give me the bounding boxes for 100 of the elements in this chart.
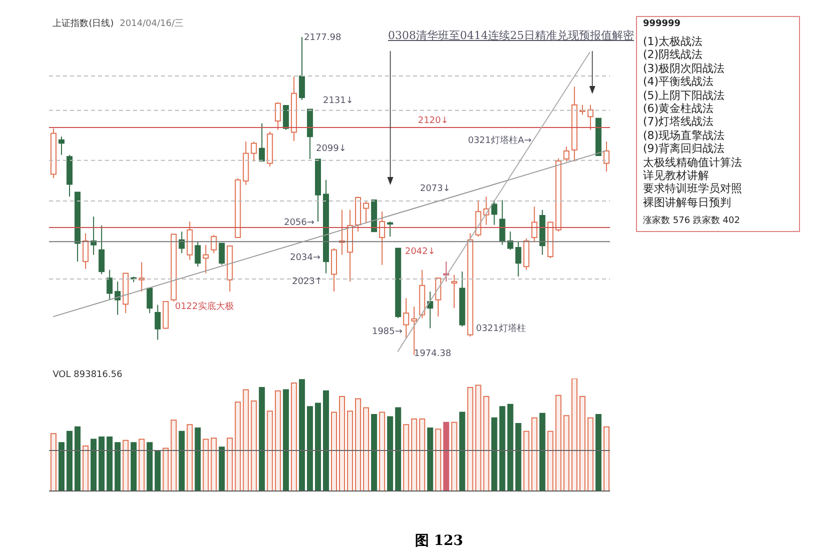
bar [418,418,425,491]
annotation: 0122实底大极 [174,300,234,313]
bar [66,430,72,491]
bar [290,382,297,491]
candlestick [515,241,522,278]
annotation: 2056→ [284,218,314,228]
bar [579,396,586,491]
candlestick [194,241,200,268]
bar [178,430,184,491]
text: (6)黄金柱战法 [643,102,715,116]
chart-title: 上证指数(日线) [52,19,114,29]
bar [314,402,321,491]
annotation: 2023↑ [292,277,322,287]
annotation: 0321灯塔柱A→ [468,134,532,147]
candlestick [531,206,538,242]
bar [539,412,546,491]
bar [122,440,128,491]
bar [378,412,385,491]
bar [298,379,305,491]
bar [274,390,281,491]
candlestick [258,122,265,162]
candlestick [450,274,457,309]
chart-title: VOL 893816.56 [52,370,122,380]
bar [346,410,353,491]
bar [410,418,417,491]
bar [322,390,329,491]
text: (9)背离回归战法 [643,142,726,156]
annotation: 2177.98 [304,33,342,43]
caption: 图 123 [414,532,464,550]
bar [434,428,441,491]
annotation: 1974.38 [414,349,452,359]
bar [242,389,249,491]
text: 999999 [643,19,682,29]
candlestick [178,231,184,254]
bar [138,438,144,491]
bar [466,387,473,491]
bar [186,424,192,491]
candlestick [410,306,417,355]
bar [266,410,273,491]
bar [90,438,96,491]
bar [258,387,265,491]
candlestick [474,200,481,238]
text: (7)灯塔线战法 [643,115,715,129]
annotation: 2099↓ [316,144,346,154]
bar [130,442,136,491]
annotation: 1985→ [372,327,402,337]
bar [210,438,216,491]
bar [531,417,538,491]
candlestick [98,224,104,275]
candlestick [138,262,144,292]
bar [82,446,88,491]
text: (4)平衡线战法 [643,75,715,89]
text: 涨家数 576 跌家数 402 [643,215,741,228]
candlestick [402,298,409,339]
candlestick [58,136,64,156]
bar [146,442,152,491]
text: (2)阴线战法 [643,48,704,62]
bar [547,430,554,491]
bar [218,446,224,491]
text: 裸图讲解每日预判 [643,196,732,210]
bar [354,398,361,491]
annotation: 2042↓ [404,247,436,257]
chart-subtitle: 2014/04/16/三 [120,19,184,29]
text: (5)上阴下阳战法 [643,88,726,102]
bar [98,436,104,491]
bar [114,442,120,491]
candlestick [587,104,594,130]
bar [250,400,257,491]
bar [370,414,377,491]
bar [458,412,465,491]
candlestick [498,200,505,246]
candlestick [298,37,305,100]
candlestick [434,278,441,318]
bar [450,422,457,491]
text: 详见教材讲解 [643,169,710,182]
bar [170,420,176,491]
bar [515,423,522,491]
bar [563,415,570,491]
bar [595,414,602,491]
candlestick [250,141,257,162]
candlestick [378,211,385,266]
bar [482,396,489,491]
bar [202,438,208,491]
bar [362,407,369,491]
bar [587,417,594,491]
bar [154,450,160,491]
text: (8)现场直擎战法 [643,128,726,142]
candlestick [282,105,289,130]
candlestick [386,221,393,238]
bar [474,384,481,491]
annotation: 0308清华班至0414连续25日精准兑现预报值解密 [388,28,634,43]
bar [58,442,64,491]
annotation: 2120↓ [418,116,448,126]
annotation: 0321灯塔柱 [476,322,526,335]
bar [386,416,393,491]
candlestick [106,269,112,300]
bar [498,406,505,491]
bar [507,404,513,491]
text: (1)太极战法 [643,35,704,48]
candlestick [154,304,160,340]
